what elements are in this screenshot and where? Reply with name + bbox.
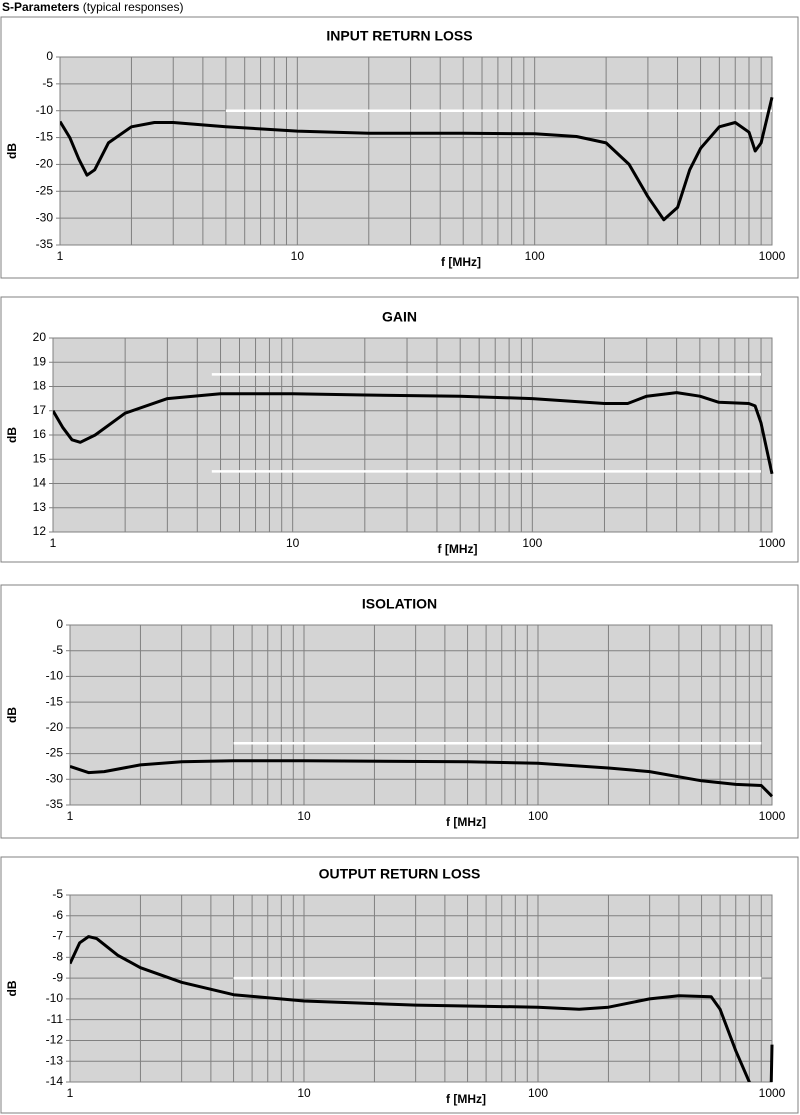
chart-title: INPUT RETURN LOSS [326,28,472,44]
x-tick-label: 10 [297,1086,311,1100]
y-tick-label: -30 [46,771,64,785]
y-tick-label: -13 [46,1053,64,1067]
data-line [70,935,774,1082]
y-tick-label: 14 [33,476,47,490]
x-tick-label: 10 [297,809,311,823]
y-tick-label: -30 [36,210,54,224]
y-tick-label: 12 [33,524,47,538]
y-axis-label: dB [5,427,19,443]
y-tick-label: -10 [36,103,54,117]
heading: S-Parameters [2,0,80,14]
x-axis-label: f [MHz] [441,255,481,269]
y-tick-label: 0 [56,617,63,631]
y-tick-label: 17 [33,403,47,417]
y-tick-label: -15 [36,130,54,144]
y-tick-label: 0 [46,49,53,63]
x-tick-label: 100 [528,1086,548,1100]
plot-area [60,57,772,245]
x-tick-label: 1 [50,536,57,550]
y-tick-label: -5 [42,76,53,90]
x-tick-label: 1 [67,809,74,823]
y-tick-label: -5 [52,643,63,657]
x-tick-label: 1 [57,249,64,263]
y-tick-label: -10 [46,991,64,1005]
chart-title: ISOLATION [362,596,437,612]
plot-area [70,895,772,1082]
plot-border [69,894,773,1083]
plot-border [59,56,773,246]
x-tick-label: 1 [67,1086,74,1100]
y-tick-label: -8 [52,950,63,964]
y-axis-label: dB [5,980,19,996]
y-tick-label: 15 [33,451,47,465]
y-tick-label: -20 [36,157,54,171]
plot-border [52,337,773,533]
y-axis-label: dB [5,707,19,723]
x-tick-label: 1000 [759,249,786,263]
chart-title: OUTPUT RETURN LOSS [319,866,481,882]
y-tick-label: -7 [52,929,63,943]
x-axis-label: f [MHz] [446,1092,486,1106]
y-tick-label: -5 [52,887,63,901]
y-tick-label: -35 [36,237,54,251]
y-tick-label: 20 [33,330,47,344]
x-axis-label: f [MHz] [438,542,478,556]
y-tick-label: 19 [33,354,47,368]
y-tick-label: 18 [33,379,47,393]
x-tick-label: 10 [291,249,305,263]
x-tick-label: 10 [286,536,300,550]
subheading: (typical responses) [83,0,184,14]
y-axis-label: dB [5,143,19,159]
y-tick-label: -9 [52,970,63,984]
y-tick-label: -25 [46,746,64,760]
data-line [60,96,774,222]
plot-border [69,624,773,806]
y-tick-label: 13 [33,500,47,514]
y-tick-label: -6 [52,908,63,922]
y-tick-label: 16 [33,427,47,441]
x-tick-label: 1000 [759,536,786,550]
x-tick-label: 100 [528,809,548,823]
chart-title: GAIN [382,309,417,325]
data-line [70,759,774,798]
y-tick-label: -10 [46,669,64,683]
x-axis-label: f [MHz] [446,815,486,829]
data-line [53,391,774,475]
y-tick-label: -25 [36,183,54,197]
x-tick-label: 1000 [759,809,786,823]
y-tick-label: -12 [46,1033,64,1047]
page-heading: S-Parameters (typical responses) [2,0,183,14]
y-tick-label: -20 [46,720,64,734]
y-tick-label: -35 [46,797,64,811]
plot-area [70,625,772,805]
y-tick-label: -14 [46,1074,64,1088]
x-tick-label: 100 [522,536,542,550]
y-tick-label: -15 [46,694,64,708]
x-tick-label: 1000 [759,1086,786,1100]
y-tick-label: -11 [47,1012,64,1026]
x-tick-label: 100 [525,249,545,263]
